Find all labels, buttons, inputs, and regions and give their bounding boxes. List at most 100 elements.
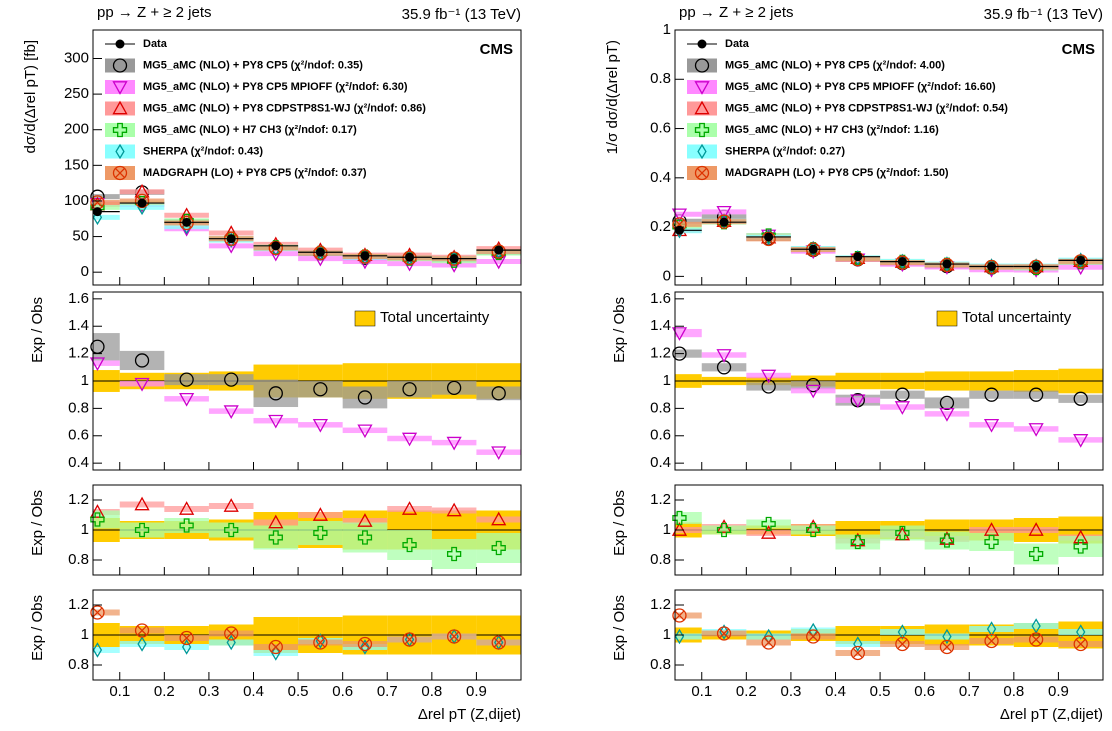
x-tick-label: 0.6: [914, 683, 935, 700]
y-tick-label: 0.6: [650, 427, 671, 444]
ratio-axis-title: Exp / Obs: [29, 490, 46, 556]
ratio-band: [93, 647, 120, 653]
marker: [694, 58, 710, 73]
data-point: [764, 232, 774, 242]
ratio-band: [969, 527, 1014, 533]
marker: [357, 424, 373, 439]
marker: [268, 639, 283, 655]
x-tick-label: 0.8: [1003, 683, 1024, 700]
ratio-band: [969, 533, 1014, 551]
ratio-band: [1013, 390, 1059, 399]
marker: [446, 436, 462, 451]
ratio-band: [431, 381, 477, 395]
x-tick-label: 0.6: [332, 683, 353, 700]
marker: [1028, 546, 1044, 562]
marker: [112, 58, 128, 73]
marker: [671, 522, 688, 536]
ratio-band: [924, 531, 970, 550]
y-tick-label: 1: [663, 372, 671, 389]
y-tick-label: 50: [72, 228, 89, 245]
ratio-band: [675, 612, 702, 619]
process-label: pp → Z + ≥ 2 jets: [97, 4, 212, 21]
x-tick-label: 0.5: [870, 683, 891, 700]
marker: [697, 143, 707, 160]
marker: [761, 525, 777, 539]
ratio-band: [880, 404, 925, 410]
ratio-band: [298, 422, 343, 428]
ratio-band: [298, 381, 343, 398]
marker: [716, 519, 732, 533]
legend-label: Total uncertainty: [380, 309, 490, 326]
legend-label: MADGRAPH (LO) + PY8 CP5 (χ²/ndof: 1.50): [725, 167, 949, 179]
marker: [805, 519, 821, 533]
y-tick-label: 0.6: [68, 427, 89, 444]
marker: [134, 496, 150, 511]
data-point: [697, 39, 707, 49]
ratio-band: [342, 386, 388, 409]
x-tick-label: 0.4: [825, 683, 846, 700]
marker: [179, 501, 195, 515]
ratio-band: [387, 506, 432, 512]
marker: [179, 392, 195, 407]
data-point: [360, 251, 370, 261]
ratio-band: [208, 408, 254, 414]
y-tick-label: 0.8: [650, 656, 671, 673]
marker: [312, 507, 328, 521]
data-point: [449, 254, 459, 264]
marker: [402, 537, 417, 553]
ratio-band: [1058, 437, 1103, 443]
marker: [672, 346, 687, 361]
marker: [90, 195, 105, 210]
x-axis-title: Δrel pT (Z,dijet): [418, 706, 521, 723]
ratio-band: [387, 435, 432, 442]
marker: [491, 446, 507, 461]
marker: [895, 525, 910, 541]
y-tick-label: 1.4: [68, 317, 89, 334]
y-tick-label: 1: [81, 626, 89, 643]
data-point: [226, 234, 236, 244]
ratio-band: [835, 534, 881, 550]
ratio-band: [93, 360, 120, 366]
data-point: [494, 245, 504, 255]
ratio-band: [253, 519, 299, 526]
experiment-label: CMS: [480, 41, 513, 58]
legend-band: [105, 144, 135, 159]
marker: [1028, 522, 1044, 536]
y-tick-label: 200: [64, 121, 89, 138]
marker: [984, 534, 999, 550]
experiment-label: CMS: [1062, 41, 1095, 58]
data-point: [315, 247, 325, 257]
y-tick-label: 0.8: [650, 70, 671, 87]
marker: [181, 639, 192, 655]
ratio-band: [431, 439, 477, 446]
marker: [179, 518, 194, 533]
ratio-band: [835, 397, 881, 403]
ratio-axis-title: Exp / Obs: [29, 595, 46, 661]
marker: [853, 636, 863, 652]
marker: [694, 165, 710, 181]
y-tick-label: 1.4: [650, 317, 671, 334]
ratio-band: [675, 633, 702, 640]
legend-label: MG5_aMC (NLO) + PY8 CP5 (χ²/ndof: 4.00): [725, 59, 945, 71]
ratio-band: [164, 506, 209, 512]
marker: [224, 372, 239, 387]
data-point: [674, 225, 684, 235]
ratio-axis-title: Exp / Obs: [611, 595, 628, 661]
y-tick-label: 0.8: [68, 551, 89, 568]
ratio-band: [208, 374, 254, 386]
ratio-band: [164, 374, 209, 386]
ratio-band: [208, 522, 254, 538]
marker: [491, 386, 506, 401]
ratio-band: [701, 352, 747, 358]
x-tick-label: 0.2: [154, 683, 175, 700]
process-label: pp → Z + ≥ 2 jets: [679, 4, 794, 21]
marker: [897, 624, 908, 640]
marker: [761, 379, 776, 394]
marker: [134, 353, 150, 368]
marker: [360, 639, 370, 655]
ratio-band: [969, 422, 1014, 428]
marker: [939, 408, 955, 422]
ratio-band: [253, 379, 299, 408]
legend-band: [687, 80, 717, 94]
